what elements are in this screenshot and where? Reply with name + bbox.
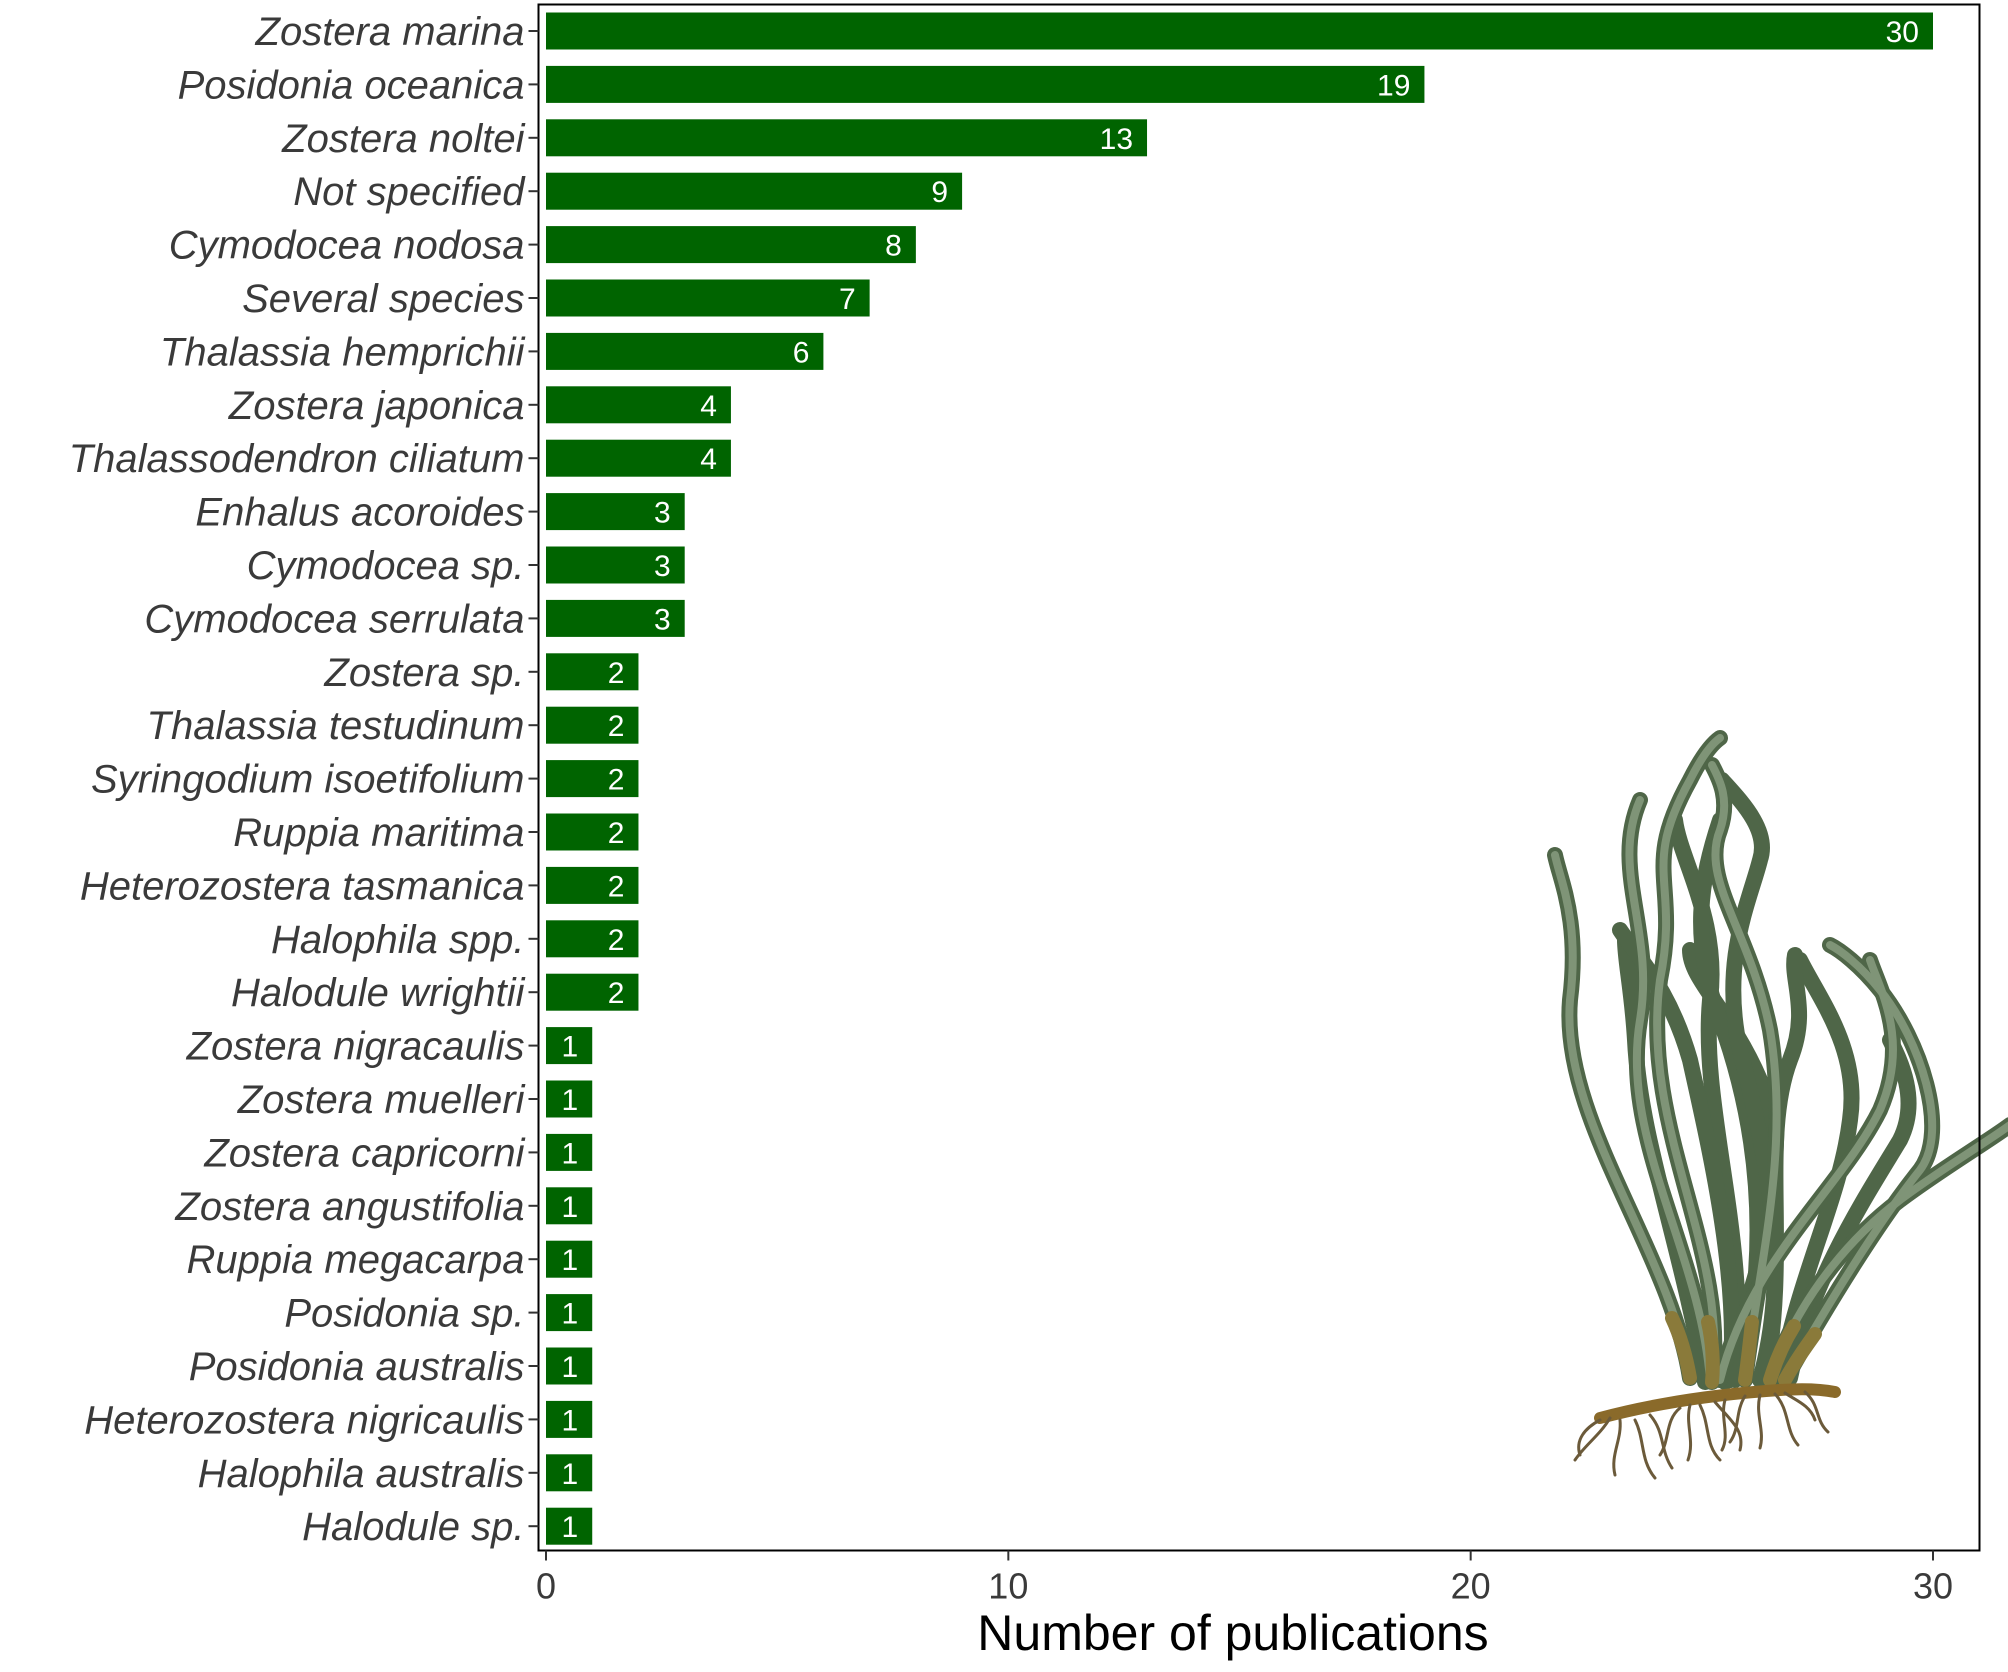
category-label: Halophila spp. — [271, 918, 525, 962]
bar-7 — [546, 332, 824, 370]
bar-28 — [546, 1454, 593, 1492]
bar-value-label: 3 — [654, 497, 671, 530]
category-label: Cymodocea sp. — [247, 544, 525, 588]
category-label: Halodule wrightii — [231, 971, 526, 1015]
bar-11 — [546, 546, 685, 584]
category-label: Syringodium isoetifolium — [91, 758, 525, 802]
category-label: Cymodocea serrulata — [144, 597, 524, 641]
bar-value-label: 4 — [700, 390, 717, 423]
category-label: Heterozostera tasmanica — [80, 864, 525, 908]
bar-value-label: 3 — [654, 550, 671, 583]
bar-9 — [546, 439, 731, 477]
bar-value-label: 1 — [562, 1244, 579, 1277]
bar-12 — [546, 599, 685, 637]
bar-17 — [546, 866, 639, 904]
x-tick-label: 20 — [1451, 1566, 1491, 1607]
bar-value-label: 1 — [562, 1084, 579, 1117]
category-label: Zostera muelleri — [237, 1078, 526, 1122]
bar-value-label: 19 — [1377, 69, 1410, 102]
category-label: Posidonia sp. — [284, 1292, 524, 1336]
y-axis: Zostera marina Posidonia oceanica Zostera … — [69, 10, 539, 1549]
category-label: Posidonia oceanica — [178, 63, 525, 107]
bar-value-label: 6 — [793, 336, 810, 369]
category-label: Zostera nigracaulis — [186, 1025, 525, 1069]
bar-18 — [546, 920, 639, 958]
bar-27 — [546, 1400, 593, 1438]
bar-19 — [546, 973, 639, 1011]
bar-24 — [546, 1240, 593, 1278]
category-label: Zostera japonica — [228, 384, 525, 428]
bar-29 — [546, 1507, 593, 1545]
bar-value-label: 2 — [608, 657, 625, 690]
bar-21 — [546, 1080, 593, 1118]
bar-value-label: 1 — [562, 1031, 579, 1064]
bar-4 — [546, 172, 963, 210]
bar-value-label: 4 — [700, 443, 717, 476]
bar-25 — [546, 1294, 593, 1332]
bar-value-label: 2 — [608, 817, 625, 850]
category-label: Zostera marina — [255, 10, 525, 54]
plot-panel-border — [537, 3, 1981, 1552]
bar-value-label: 1 — [562, 1458, 579, 1491]
bar-26 — [546, 1347, 593, 1385]
bar-value-label: 13 — [1100, 123, 1133, 156]
bar-13 — [546, 653, 639, 691]
bar-5 — [546, 226, 916, 264]
x-axis-title: Number of publications — [977, 1605, 1488, 1661]
bar-value-label: 2 — [608, 870, 625, 903]
category-label: Thalassodendron ciliatum — [69, 437, 525, 481]
bar-value-label: 2 — [608, 924, 625, 957]
bar-value-label: 2 — [608, 764, 625, 797]
category-label: Several species — [242, 277, 524, 321]
category-label: Ruppia maritima — [233, 811, 524, 855]
bar-value-label: 1 — [562, 1511, 579, 1544]
bar-14 — [546, 706, 639, 744]
category-label: Zostera angustifolia — [174, 1185, 524, 1229]
x-tick-label: 0 — [536, 1566, 556, 1607]
category-label: Ruppia megacarpa — [187, 1238, 525, 1282]
bar-3 — [546, 119, 1148, 157]
bar-value-label: 9 — [931, 176, 948, 209]
category-label: Zostera noltei — [281, 117, 525, 161]
bar-value-label: 1 — [562, 1404, 579, 1437]
bar-value-label: 1 — [562, 1298, 579, 1331]
x-tick-label: 10 — [988, 1566, 1028, 1607]
bar-2 — [546, 65, 1425, 103]
bar-1 — [546, 12, 1933, 50]
category-label: Halodule sp. — [302, 1505, 524, 1549]
bar-value-label: 1 — [562, 1351, 579, 1384]
category-label: Zostera sp. — [323, 651, 524, 695]
bar-16 — [546, 813, 639, 851]
bar-value-label: 1 — [562, 1137, 579, 1170]
bar-value-label: 2 — [608, 710, 625, 743]
bar-8 — [546, 386, 731, 424]
bar-value-label: 1 — [562, 1191, 579, 1224]
bar-value-label: 30 — [1886, 16, 1919, 49]
bar-value-label: 7 — [839, 283, 856, 316]
x-axis: 0 10 20 30 — [536, 1550, 1953, 1607]
category-label: Zostera capricorni — [203, 1131, 525, 1175]
category-label: Posidonia australis — [189, 1345, 525, 1389]
category-label: Thalassia testudinum — [147, 704, 525, 748]
seagrass-illustration — [1547, 730, 2008, 1480]
x-tick-label: 30 — [1913, 1566, 1953, 1607]
bar-value-label: 2 — [608, 977, 625, 1010]
bar-23 — [546, 1187, 593, 1225]
category-label: Thalassia hemprichii — [160, 330, 526, 374]
category-label: Enhalus acoroides — [195, 491, 524, 535]
bar-15 — [546, 760, 639, 798]
bar-value-label: 8 — [885, 230, 902, 263]
bar-20 — [546, 1027, 593, 1065]
bar-6 — [546, 279, 870, 317]
category-label: Heterozostera nigricaulis — [84, 1398, 524, 1442]
bar-10 — [546, 493, 685, 531]
bar-22 — [546, 1133, 593, 1171]
category-label: Halophila australis — [198, 1452, 525, 1496]
category-label: Not specified — [293, 170, 526, 214]
bar-value-label: 3 — [654, 603, 671, 636]
category-label: Cymodocea nodosa — [169, 224, 525, 268]
